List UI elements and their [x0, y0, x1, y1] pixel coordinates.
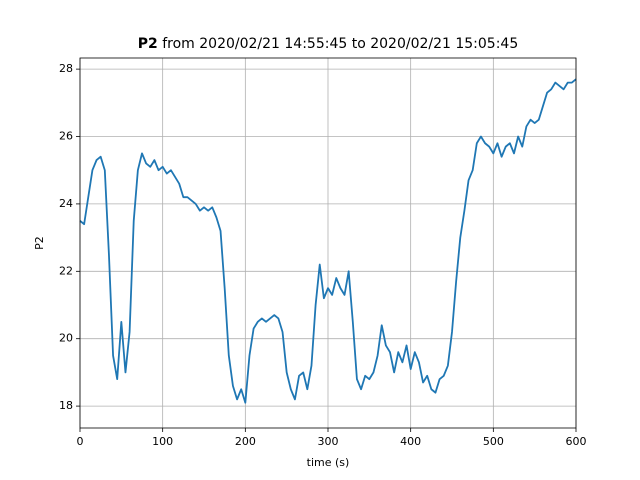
x-tick-label: 300	[318, 435, 339, 448]
x-axis-label: time (s)	[307, 456, 350, 469]
y-tick-label: 28	[59, 62, 73, 75]
x-tick-label: 400	[400, 435, 421, 448]
x-tick-label: 500	[483, 435, 504, 448]
x-tick-label: 200	[235, 435, 256, 448]
data-line	[79, 78, 577, 404]
x-tick-label: 100	[152, 435, 173, 448]
title-bold: P2	[138, 36, 158, 52]
y-axis-label: P2	[33, 236, 46, 250]
y-tick-label: 24	[59, 197, 73, 210]
chart-title: P2 from 2020/02/21 14:55:45 to 2020/02/2…	[138, 36, 519, 52]
y-tick-label: 22	[59, 264, 73, 277]
y-tick-label: 18	[59, 399, 73, 412]
plot-frame	[79, 57, 577, 429]
x-tick-label: 600	[566, 435, 587, 448]
title-rest: from 2020/02/21 14:55:45 to 2020/02/21 1…	[162, 36, 518, 52]
y-tick-label: 26	[59, 130, 73, 143]
y-tick-label: 20	[59, 332, 73, 345]
x-tick-label: 0	[77, 435, 84, 448]
